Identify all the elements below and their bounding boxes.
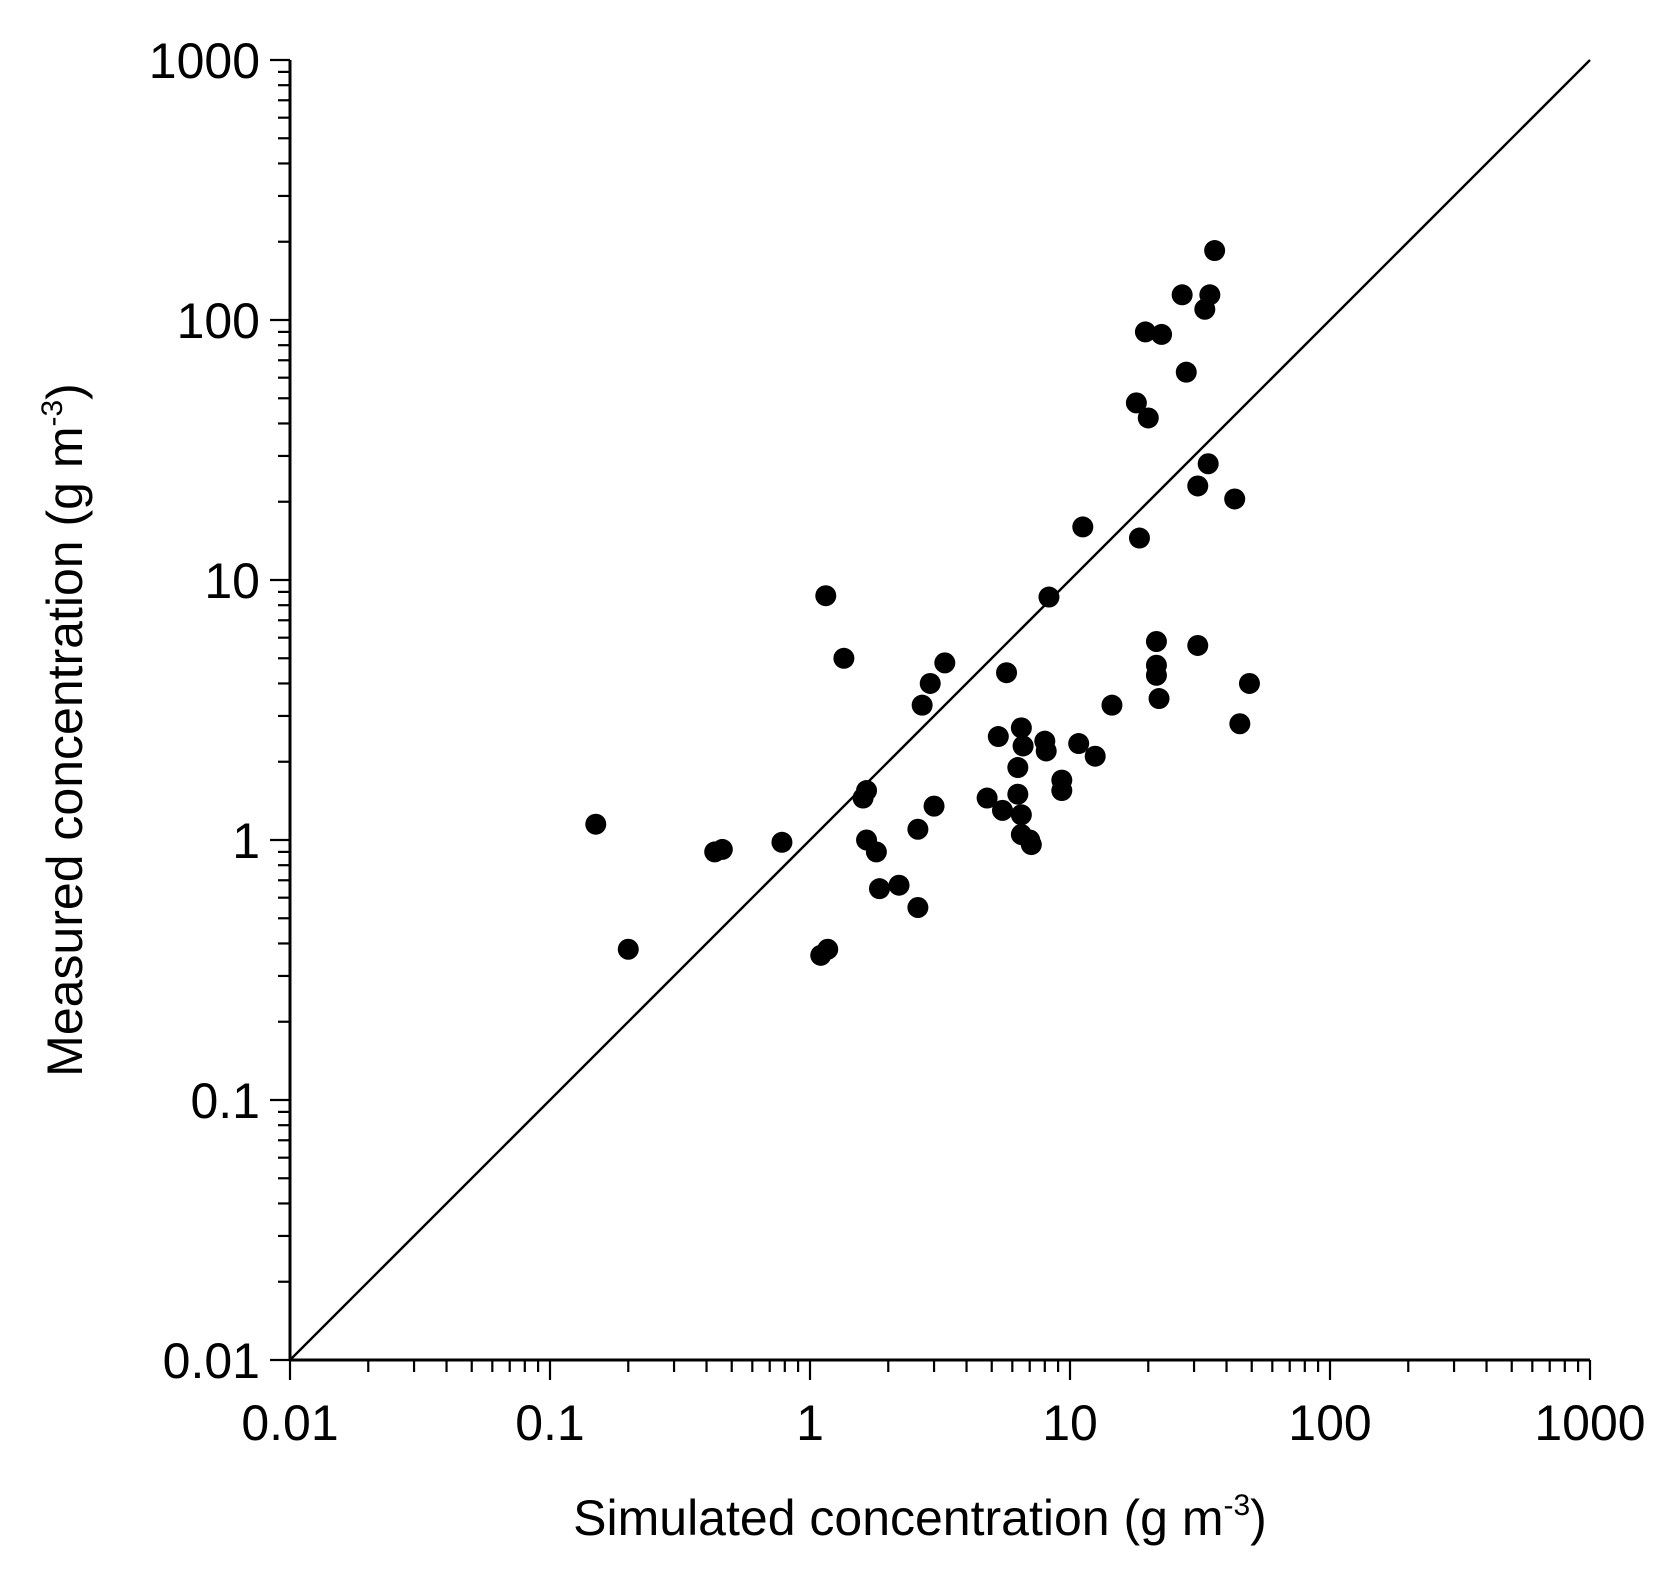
- data-point: [996, 662, 1018, 684]
- data-point: [1051, 780, 1073, 802]
- data-points: [585, 240, 1260, 966]
- x-tick-label: 100: [1288, 1395, 1371, 1451]
- data-point: [976, 787, 998, 809]
- data-point: [1238, 672, 1260, 694]
- x-axis-label: Simulated concentration (g m-3): [573, 1489, 1267, 1546]
- data-point: [868, 878, 890, 900]
- y-tick-label: 100: [177, 293, 260, 349]
- data-point: [833, 647, 855, 669]
- y-tick-label: 1: [232, 813, 260, 869]
- axis-ticks: [270, 58, 1592, 1380]
- data-point: [1137, 407, 1159, 429]
- x-tick-label: 10: [1042, 1395, 1098, 1451]
- x-axis-label-text: Simulated concentration (g m: [573, 1490, 1223, 1546]
- data-point: [1187, 634, 1209, 656]
- data-point: [1007, 783, 1029, 805]
- data-point: [907, 897, 929, 919]
- x-tick-label: 0.1: [515, 1395, 585, 1451]
- data-point: [1128, 527, 1150, 549]
- data-point: [711, 838, 733, 860]
- y-axis-label-text: Measured concentration (g m: [37, 427, 93, 1077]
- data-point: [1007, 757, 1029, 779]
- tick-labels: 0.01 0.1 1 10 100 1000 0.01 0.1 1 10 100 1000: [149, 33, 1646, 1451]
- data-point: [815, 585, 837, 607]
- y-tick-label: 0.1: [190, 1073, 260, 1129]
- data-point: [856, 780, 878, 802]
- data-point: [1199, 284, 1221, 306]
- data-point: [1229, 713, 1251, 735]
- data-point: [991, 799, 1013, 821]
- data-point: [1010, 804, 1032, 826]
- data-point: [1175, 361, 1197, 383]
- data-point: [1197, 453, 1219, 475]
- data-point: [617, 938, 639, 960]
- x-tick-label: 1: [796, 1395, 824, 1451]
- data-point: [934, 652, 956, 674]
- data-point: [1035, 740, 1057, 762]
- data-point: [1125, 392, 1147, 414]
- x-tick-label: 1000: [1534, 1395, 1645, 1451]
- y-tick-label: 0.01: [163, 1333, 260, 1389]
- data-point: [1012, 735, 1034, 757]
- x-tick-label: 0.01: [241, 1395, 338, 1451]
- data-point: [1101, 694, 1123, 716]
- data-point: [1020, 834, 1042, 856]
- data-point: [919, 672, 941, 694]
- data-point: [1068, 733, 1090, 755]
- data-point: [923, 795, 945, 817]
- y-tick-label: 1000: [149, 33, 260, 89]
- data-point: [771, 831, 793, 853]
- x-axis-label-sup: -3: [1223, 1489, 1250, 1522]
- data-point: [585, 813, 607, 835]
- data-point: [1187, 475, 1209, 497]
- data-point: [1151, 323, 1173, 345]
- data-point: [1134, 321, 1156, 343]
- data-point: [1084, 745, 1106, 767]
- data-point: [1224, 488, 1246, 510]
- y-tick-label: 10: [204, 553, 260, 609]
- one-to-one-line: [289, 59, 1591, 1361]
- data-point: [1148, 688, 1170, 710]
- data-point: [1038, 586, 1060, 608]
- y-axis-label-suffix: ): [37, 383, 93, 400]
- y-axis-label: Measured concentration (g m-3): [36, 383, 93, 1077]
- data-point: [911, 694, 933, 716]
- data-point: [1145, 664, 1167, 686]
- data-point: [1204, 240, 1226, 262]
- reference-line-layer: [289, 59, 1591, 1361]
- data-point: [1010, 717, 1032, 739]
- data-point: [888, 874, 910, 896]
- x-axis-label-suffix: ): [1250, 1490, 1267, 1546]
- data-point: [987, 726, 1009, 748]
- data-point: [1171, 284, 1193, 306]
- y-axis-label-sup: -3: [36, 400, 69, 427]
- data-point: [907, 818, 929, 840]
- data-point: [865, 841, 887, 863]
- data-point: [1072, 516, 1094, 538]
- data-point: [1145, 631, 1167, 653]
- data-point: [817, 938, 839, 960]
